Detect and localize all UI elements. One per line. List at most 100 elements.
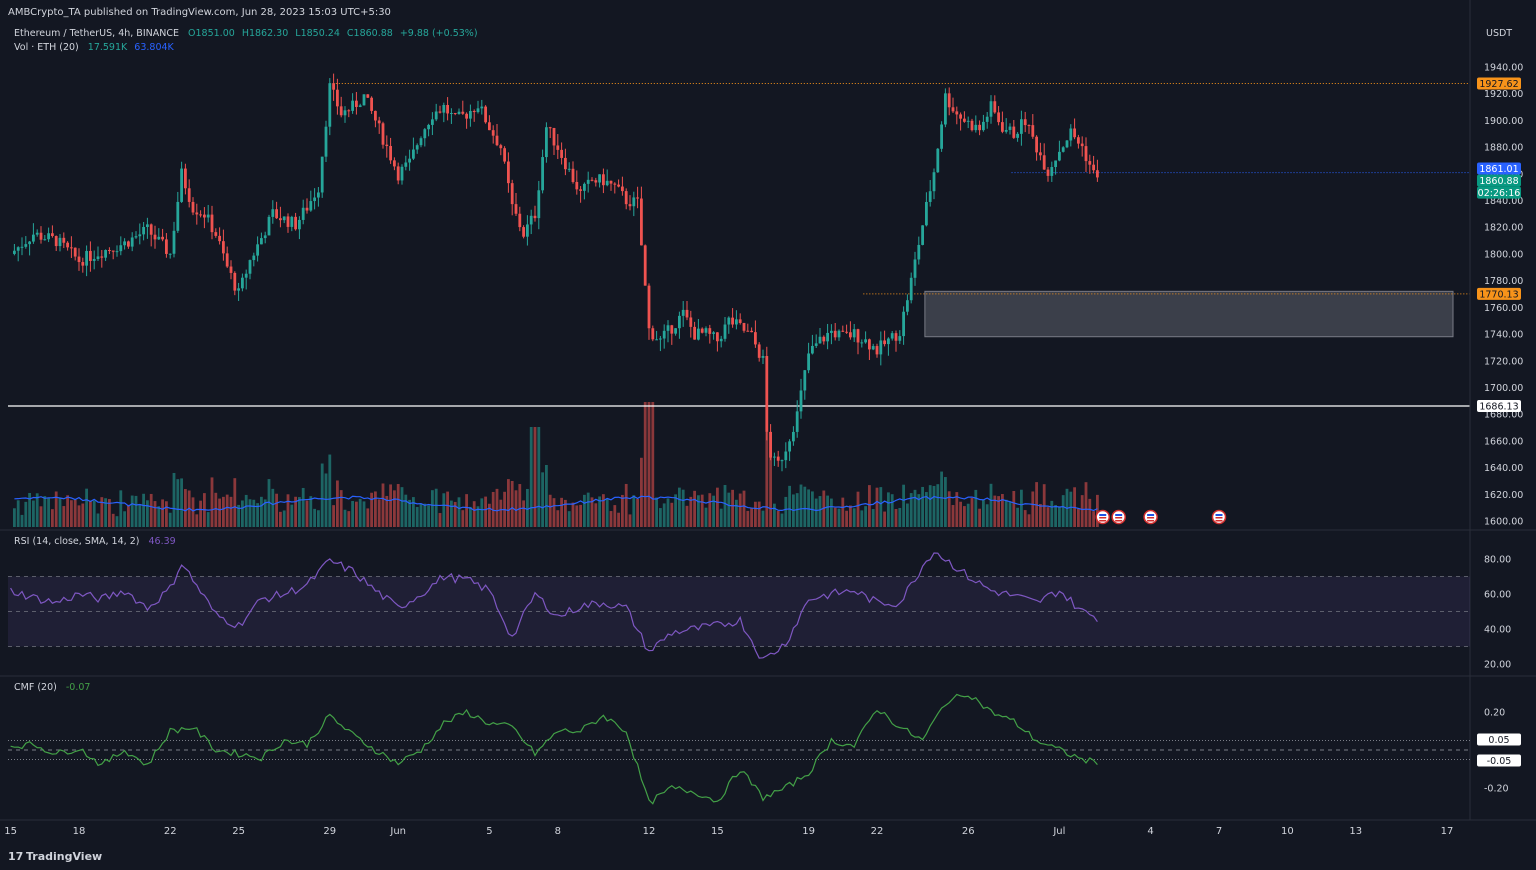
candle-body	[727, 317, 731, 325]
volume-bar	[248, 499, 252, 527]
ohlc-high: H1862.30	[242, 28, 288, 39]
rsi-legend[interactable]: RSI (14, close, SMA, 14, 2) 46.39	[14, 536, 176, 547]
candle-body	[678, 315, 681, 329]
candle-body	[222, 241, 225, 254]
level-price-badge-text: 1686.13	[1479, 401, 1518, 412]
volume-bar	[142, 493, 145, 527]
candle-body	[526, 224, 529, 237]
candle-body	[989, 101, 993, 117]
time-tick-label: 13	[1349, 826, 1362, 837]
volume-bar	[370, 492, 373, 527]
volume-bar	[628, 514, 632, 527]
candle-body	[955, 111, 959, 115]
candle-body	[647, 285, 651, 329]
cmf-legend[interactable]: CMF (20) -0.07	[14, 682, 90, 693]
candle-body	[104, 250, 107, 258]
volume-bar	[13, 508, 16, 527]
flag-stripe-red	[1099, 520, 1107, 522]
time-tick-label: 8	[555, 826, 561, 837]
tradingview-logo[interactable]: 17 TradingView	[8, 850, 102, 863]
volume-bar	[807, 489, 810, 527]
volume-bar	[1050, 500, 1054, 527]
candle-body	[632, 197, 636, 207]
volume-bar	[237, 504, 240, 527]
candle-body	[427, 124, 430, 130]
volume-bar	[913, 489, 917, 527]
candle-body	[81, 262, 85, 266]
volume-bar	[700, 494, 704, 527]
candle-body	[833, 330, 837, 338]
ohlc-change: +9.88 (+0.53%)	[400, 28, 478, 39]
candle-body	[1004, 129, 1008, 132]
candle-body	[203, 214, 206, 218]
rsi-line	[10, 552, 1098, 659]
candle-body	[586, 179, 590, 184]
candle-body	[317, 192, 320, 198]
volume-bar	[659, 508, 662, 527]
volume-bar	[286, 494, 290, 527]
volume-bar	[773, 503, 776, 527]
volume-bar	[830, 498, 833, 527]
symbol-legend[interactable]: Ethereum / TetherUS, 4h, BINANCE O1851.0…	[14, 28, 478, 39]
candle-body	[495, 135, 499, 146]
candle-body	[408, 158, 411, 163]
candle-body	[890, 333, 894, 339]
candle-body	[617, 184, 620, 187]
volume-bar	[488, 503, 491, 527]
candle-body	[301, 207, 305, 220]
candle-body	[583, 183, 586, 191]
volume-bar	[548, 494, 552, 527]
time-tick-label: 7	[1216, 826, 1222, 837]
volume-legend[interactable]: Vol · ETH (20) 17.591K 63.804K	[14, 42, 175, 53]
volume-bar	[469, 506, 472, 527]
level-price-badge: 1686.13	[1477, 399, 1521, 412]
candle-body	[811, 345, 814, 354]
volume-bar	[267, 479, 271, 527]
candle-body	[507, 161, 510, 184]
candle-body	[590, 179, 594, 181]
volume-value: 17.591K	[88, 42, 128, 53]
candle-body	[1092, 164, 1095, 171]
volume-bar	[742, 490, 746, 527]
volume-bar	[47, 497, 50, 527]
volume-bar	[81, 503, 85, 527]
candle-body	[320, 156, 324, 193]
candle-body	[1077, 137, 1080, 144]
candle-body	[1039, 152, 1042, 156]
volume-bar	[533, 427, 537, 527]
candle-body	[963, 118, 966, 122]
volume-bar	[176, 479, 180, 527]
volume-bar	[252, 499, 256, 527]
volume-bar	[583, 494, 586, 527]
volume-bar	[260, 496, 263, 527]
volume-bar	[465, 494, 468, 527]
volume-bar	[336, 480, 339, 527]
flag-stripe-red	[1147, 520, 1155, 522]
volume-bar	[339, 490, 343, 527]
candle-body	[830, 330, 833, 333]
volume-bar	[697, 495, 700, 527]
volume-bar	[119, 490, 123, 527]
candle-body	[476, 108, 480, 113]
volume-bar	[902, 484, 905, 527]
candle-body	[92, 259, 96, 261]
candle-body	[837, 330, 841, 338]
resistance-price-badge-bg	[1477, 77, 1521, 90]
candle-body	[750, 330, 753, 333]
candle-body	[431, 119, 434, 125]
volume-bar	[871, 509, 875, 527]
volume-bar	[898, 507, 902, 527]
volume-bar	[989, 483, 993, 527]
volume-bar	[552, 498, 556, 527]
publisher-line: AMBCrypto_TA published on TradingView.co…	[8, 7, 391, 18]
candle-body	[442, 104, 446, 113]
candle-body	[636, 197, 639, 199]
volume-bar	[818, 496, 822, 527]
candle-body	[279, 218, 282, 221]
volume-bar	[89, 500, 92, 527]
volume-bar	[85, 488, 88, 527]
candle-body	[864, 339, 867, 343]
candle-body	[868, 339, 871, 350]
candle-body	[746, 330, 750, 332]
